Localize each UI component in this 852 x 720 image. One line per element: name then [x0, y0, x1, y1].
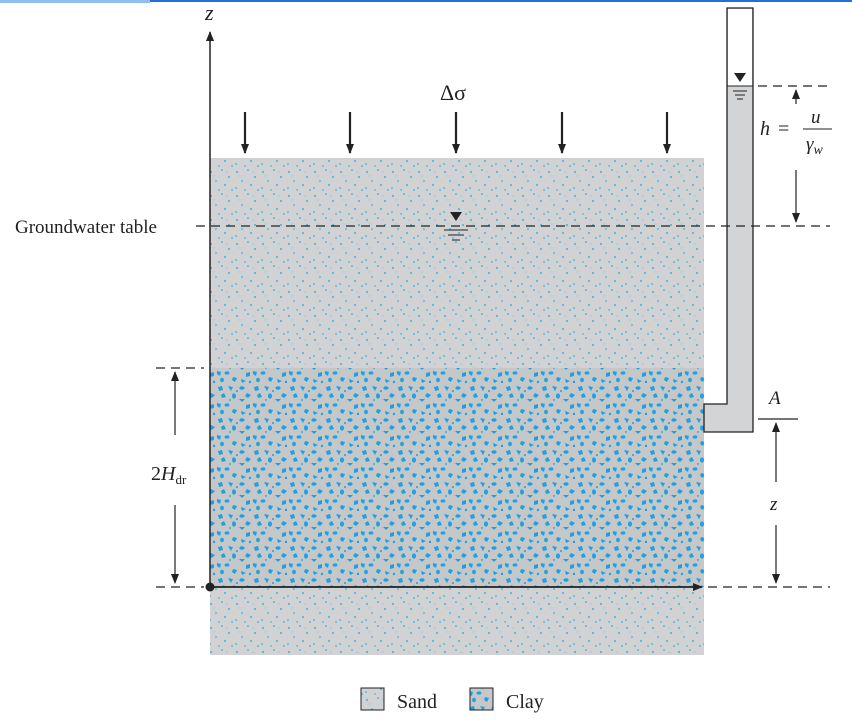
piezometer-tube	[703, 7, 754, 433]
top-band	[0, 0, 852, 2]
top-band-left	[0, 0, 150, 3]
legend-clay-label: Clay	[506, 691, 544, 713]
load-arrows	[241, 112, 671, 154]
clay-layer	[210, 368, 704, 587]
water-table-symbol	[450, 212, 462, 221]
delta-sigma-label: Δσ	[440, 80, 466, 105]
legend-sand-label: Sand	[397, 691, 437, 713]
h-equals: =	[778, 118, 789, 140]
h-denominator-sub: w	[814, 143, 824, 158]
h-numerator: u	[811, 107, 821, 128]
piezometer-water-symbol	[734, 73, 746, 82]
legend-sand-swatch	[360, 687, 385, 711]
origin-point	[205, 582, 215, 592]
z-axis-label: z	[204, 0, 214, 25]
z-dim-label: z	[769, 494, 778, 515]
h-denominator: γw	[806, 134, 824, 158]
point-a-label: A	[767, 388, 781, 409]
groundwater-table-label: Groundwater table	[15, 217, 157, 238]
upper-sand-layer	[210, 158, 704, 368]
lower-sand-layer	[210, 587, 704, 655]
legend: Sand Clay	[360, 687, 544, 713]
hdr-label: 2Hdr	[151, 463, 187, 487]
legend-clay-swatch	[469, 687, 494, 711]
h-symbol: h	[760, 118, 770, 140]
